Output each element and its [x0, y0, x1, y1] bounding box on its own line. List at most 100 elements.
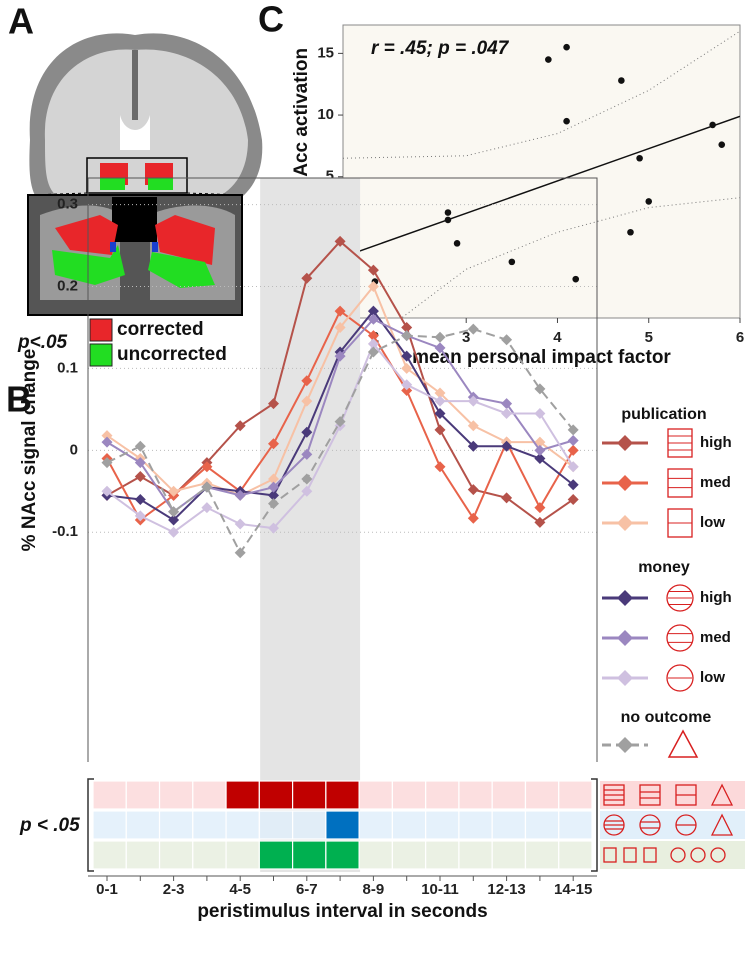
marker [234, 518, 246, 530]
marker [567, 434, 579, 446]
significance-cell [125, 840, 161, 870]
marker [134, 510, 146, 522]
marker [268, 489, 279, 501]
marker [134, 471, 146, 483]
legend-marker [617, 737, 633, 753]
marker [567, 424, 579, 436]
marker [401, 362, 413, 374]
significance-cell [358, 780, 393, 810]
significance-cell [225, 810, 260, 840]
significance-cell [425, 810, 460, 840]
group [343, 30, 740, 318]
significance-icons [600, 781, 745, 869]
marker [268, 398, 279, 410]
legend-label: low [700, 669, 725, 686]
marker [467, 420, 479, 432]
p-label: p<.05 [17, 332, 68, 353]
significance-cell [292, 840, 327, 870]
marker [134, 440, 146, 452]
significance-cell [192, 840, 227, 870]
marker [501, 398, 513, 410]
y-tick-label: 0.2 [57, 277, 78, 294]
legend-swatch [89, 318, 113, 342]
significance-cell [258, 840, 294, 870]
marker [434, 342, 446, 354]
regression-line [343, 115, 740, 258]
y-tick-label: 15 [317, 44, 334, 61]
x-tick-label: 4-5 [229, 881, 251, 898]
significance-label: p < .05 [19, 815, 80, 836]
marker [134, 457, 146, 469]
marker [467, 484, 479, 496]
marker [367, 313, 379, 325]
x-tick-label: 12-13 [487, 881, 525, 898]
marker [467, 395, 479, 407]
marker [501, 334, 513, 346]
legend-label: med [700, 629, 731, 646]
x-tick-label: 3 [462, 329, 470, 346]
significance-cell [391, 780, 427, 810]
significance-cell [558, 810, 593, 840]
y-tick-label: 10 [317, 106, 334, 123]
legend-icon [666, 624, 694, 652]
significance-cell [358, 810, 393, 840]
marker [334, 305, 346, 317]
marker [401, 330, 413, 342]
legend-icon [667, 729, 699, 758]
marker [168, 485, 180, 497]
bracket [87, 778, 94, 872]
significance-cell [258, 810, 294, 840]
y-tick-label: 0.3 [57, 196, 78, 213]
significance-cell [225, 840, 260, 870]
marker [467, 512, 479, 524]
marker [101, 430, 113, 442]
legend-marker [617, 435, 633, 451]
significance-cell [192, 810, 227, 840]
marker [434, 387, 446, 399]
legend-title: no outcome [621, 709, 712, 726]
significance-cell [292, 810, 327, 840]
data-point [618, 77, 625, 84]
x-tick-label: 6 [736, 329, 744, 346]
marker [268, 481, 279, 493]
marker [168, 526, 180, 538]
x-tick-label: 10-11 [421, 881, 459, 898]
legend-marker [617, 475, 633, 491]
data-point [709, 121, 716, 129]
significance-cell [558, 840, 593, 870]
marker [168, 506, 180, 518]
data-point [444, 216, 452, 224]
marker [567, 493, 579, 505]
marker [334, 235, 346, 247]
marker [434, 461, 446, 473]
data-point [444, 209, 452, 216]
marker [367, 330, 379, 342]
marker [367, 280, 379, 292]
x-tick-label: 8-9 [363, 881, 385, 898]
significance-cell [158, 840, 194, 870]
legend-icon [666, 664, 694, 692]
marker [501, 407, 513, 419]
marker [334, 416, 346, 428]
legend-label: uncorrected [117, 344, 227, 365]
significance-cell [458, 810, 493, 840]
significance-cell [325, 810, 360, 840]
marker [301, 485, 313, 497]
significance-cell [491, 780, 527, 810]
data-point [545, 56, 552, 63]
legend-marker [617, 630, 633, 646]
significance-cell [125, 780, 161, 810]
brain-image [27, 33, 263, 316]
marker [534, 383, 546, 395]
legend-label: low [700, 514, 725, 531]
significance-cell [92, 840, 127, 870]
marker [268, 498, 279, 510]
legend-label: high [700, 434, 732, 451]
marker [434, 407, 446, 419]
x-tick-label: 5 [645, 329, 653, 346]
data-point [508, 258, 516, 266]
significance-cell [92, 810, 127, 840]
marker [401, 321, 413, 333]
marker [334, 321, 346, 333]
